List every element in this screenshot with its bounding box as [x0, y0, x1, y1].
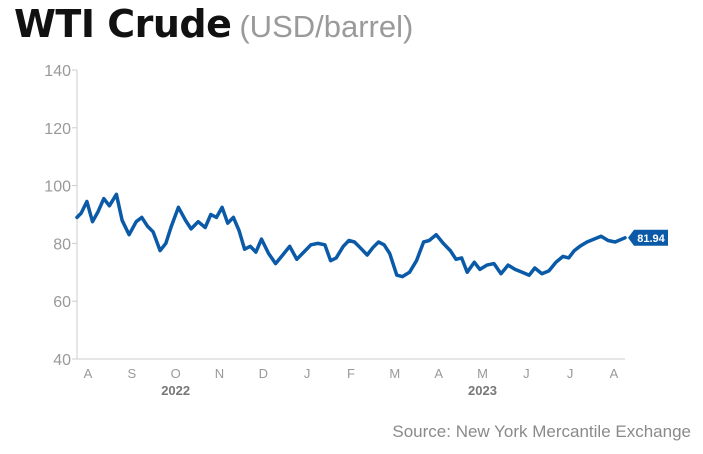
chart-unit: (USD/barrel): [239, 9, 414, 44]
x-tick-label: J: [304, 366, 311, 381]
chart-title: WTI Crude: [14, 2, 232, 46]
x-year-label: 2023: [468, 383, 497, 398]
last-value-label: 81.94: [637, 233, 665, 245]
y-tick-label: 120: [44, 121, 71, 138]
last-value-badge: [628, 229, 668, 246]
y-tick-label: 80: [53, 236, 71, 253]
x-tick-label: A: [434, 366, 443, 381]
x-tick-label: N: [215, 366, 224, 381]
x-tick-label: D: [259, 366, 268, 381]
x-tick-label: A: [84, 366, 93, 381]
x-year-label: 2022: [161, 383, 190, 398]
y-tick-label: 60: [53, 294, 71, 311]
source-note: Source: New York Mercantile Exchange: [392, 422, 691, 441]
x-tick-label: S: [127, 366, 136, 381]
chart-title-group: WTI Crude (USD/barrel): [14, 2, 413, 46]
x-tick-label: A: [610, 366, 619, 381]
x-tick-label: F: [347, 366, 355, 381]
price-series-line: [75, 192, 627, 279]
y-tick-label: 40: [53, 352, 71, 369]
x-tick-label: J: [523, 366, 530, 381]
x-tick-label: J: [567, 366, 574, 381]
y-tick-label: 140: [44, 63, 71, 80]
x-tick-label: M: [477, 366, 488, 381]
x-tick-label: M: [389, 366, 400, 381]
y-tick-label: 100: [44, 179, 71, 196]
x-tick-label: O: [171, 366, 181, 381]
